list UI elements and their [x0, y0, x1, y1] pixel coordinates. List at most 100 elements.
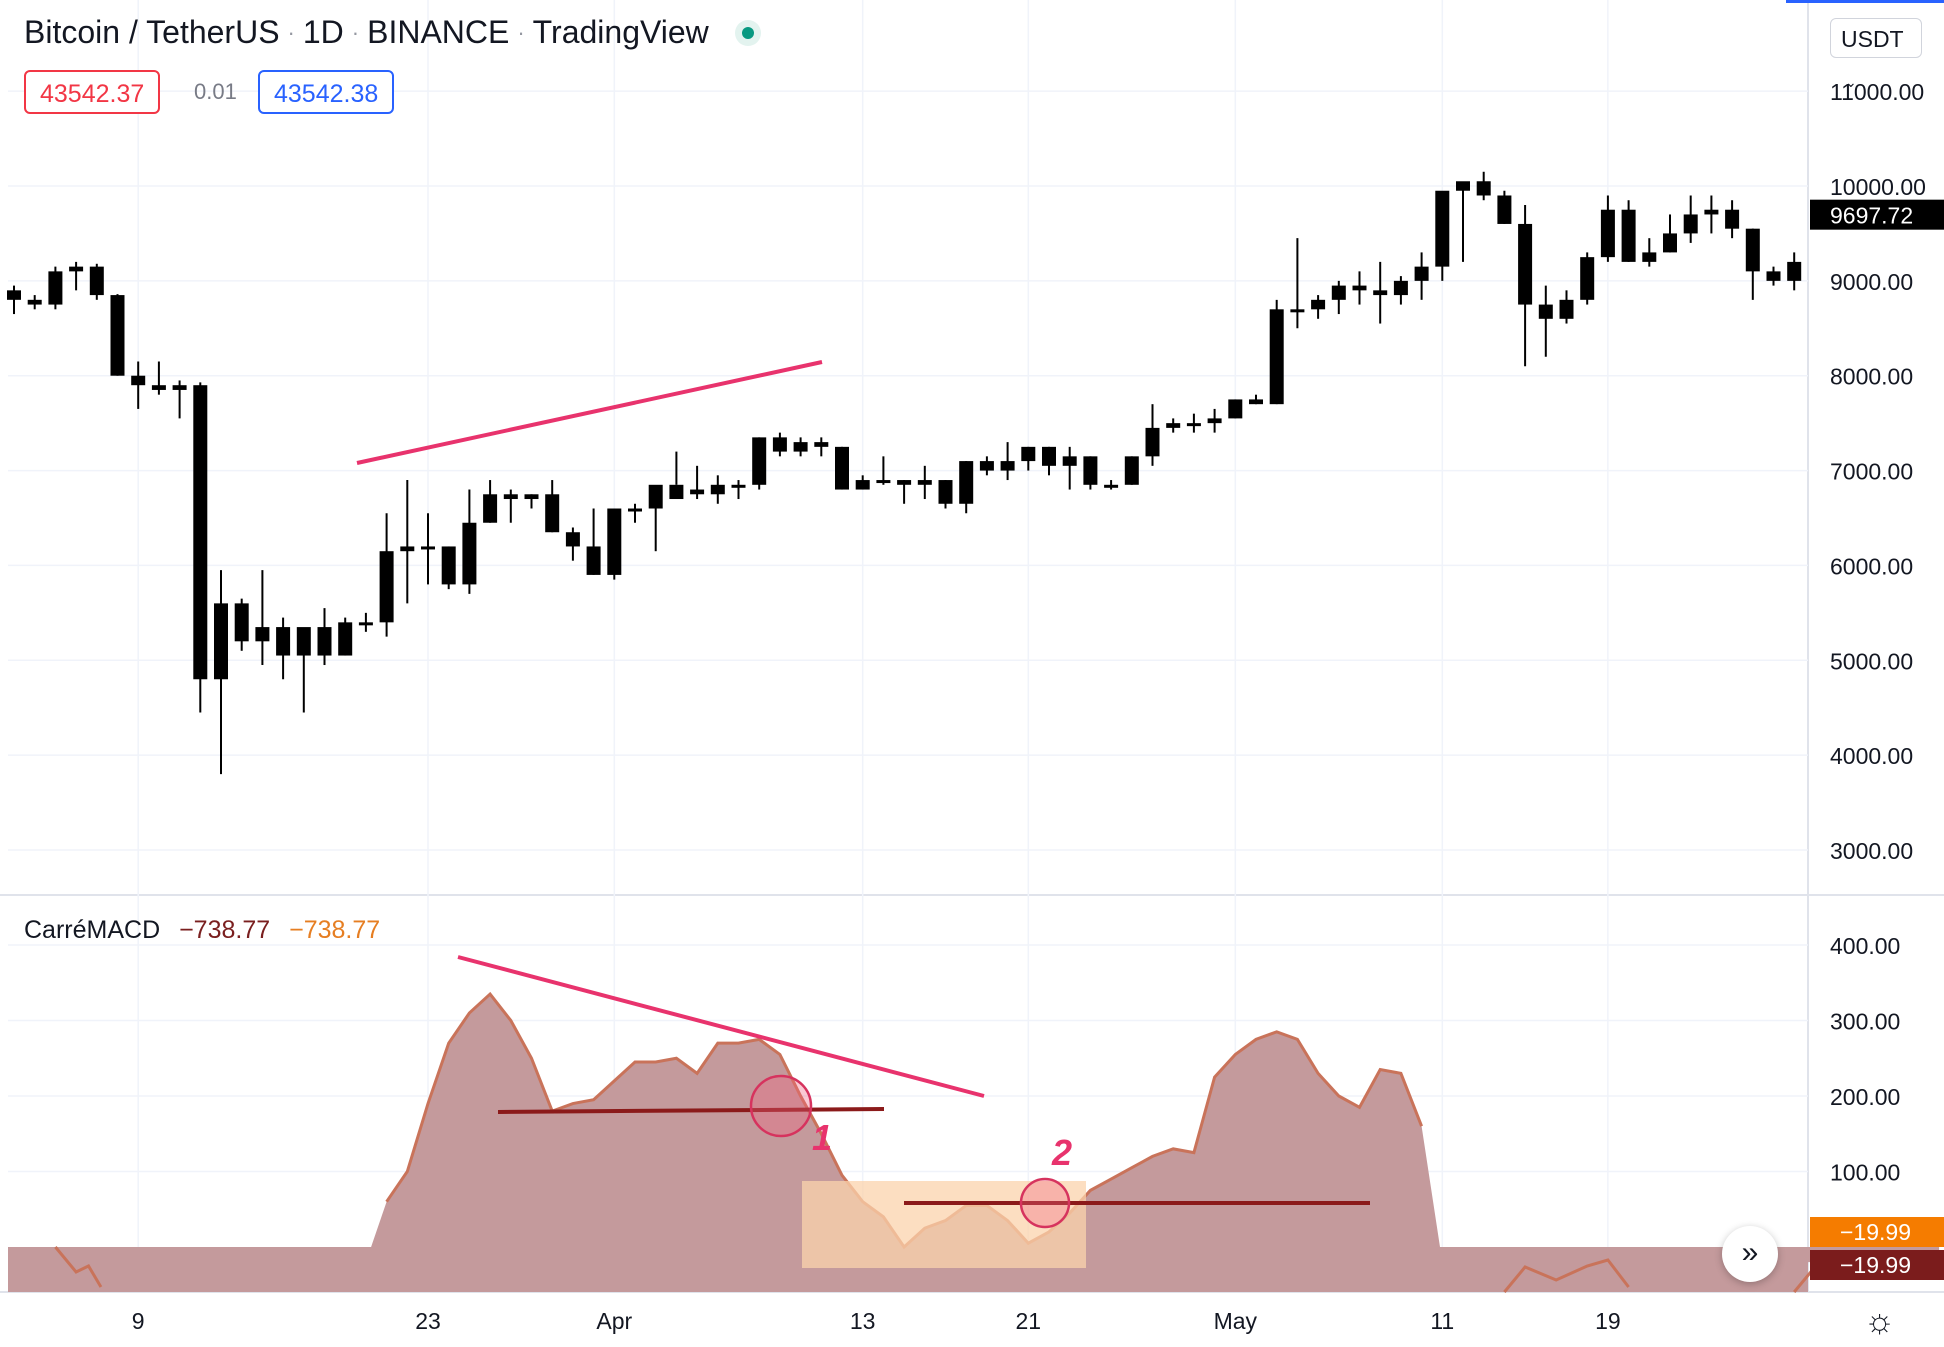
candle	[669, 451, 684, 500]
candle-body	[276, 627, 291, 656]
candle-body	[1373, 290, 1388, 296]
time-tick-label: 23	[415, 1308, 441, 1334]
candle	[255, 570, 270, 666]
candle	[855, 475, 870, 490]
gear-icon[interactable]: ☼	[1864, 1302, 1896, 1340]
candle	[1497, 190, 1512, 224]
candle	[1393, 276, 1408, 305]
sell-price-button[interactable]: 43542.37	[24, 70, 161, 114]
candle	[1476, 171, 1491, 201]
candle-body	[1621, 209, 1636, 262]
candle	[565, 527, 580, 561]
candle	[1145, 404, 1160, 466]
candle	[690, 465, 705, 500]
macd-tick-label: 400.00	[1830, 933, 1900, 959]
candle-body	[1559, 299, 1574, 319]
macd-tick-label: 200.00	[1830, 1084, 1900, 1110]
candle-body	[234, 603, 249, 642]
macd-tick-label: 300.00	[1830, 1009, 1900, 1035]
candle	[586, 508, 601, 575]
candle-body	[1228, 399, 1243, 419]
candle	[731, 480, 746, 500]
candle	[234, 598, 249, 651]
candle-body	[441, 546, 456, 585]
candle-body	[1083, 456, 1098, 485]
candle	[607, 508, 622, 580]
currency-selector[interactable]: USDT ⌄	[1830, 18, 1922, 90]
candle	[897, 480, 912, 504]
candle	[814, 437, 829, 457]
candle-body	[7, 290, 21, 300]
candle	[628, 503, 642, 523]
scroll-to-realtime-button[interactable]: »	[1722, 1226, 1778, 1282]
candle	[7, 285, 21, 315]
candle-body	[1725, 209, 1740, 229]
symbol-name: Bitcoin / TetherUS	[24, 14, 280, 50]
chart-grid	[0, 0, 1944, 1293]
price-pane[interactable]	[7, 171, 1802, 775]
candle-body	[1393, 280, 1408, 296]
candle-body	[1538, 304, 1553, 319]
candle-body	[1497, 195, 1512, 224]
candle-body	[897, 480, 912, 485]
candle	[110, 294, 125, 376]
time-tick-label: 21	[1016, 1308, 1042, 1334]
price-tick-label: 3000.00	[1830, 838, 1913, 864]
candle	[1663, 214, 1677, 253]
macd-area	[14, 994, 1940, 1263]
candle	[1042, 446, 1056, 476]
highlight-box	[802, 1181, 1086, 1268]
separator-dot: ·	[517, 19, 525, 45]
crossover-circle-2	[1019, 1177, 1071, 1229]
candle	[503, 489, 518, 523]
candle-body	[151, 385, 166, 390]
candle-body	[1600, 209, 1615, 258]
buy-price-button[interactable]: 43542.38	[258, 70, 395, 114]
candle-body	[565, 532, 580, 547]
candle-body	[1124, 456, 1139, 485]
candle	[917, 465, 932, 500]
candle	[48, 266, 63, 310]
candle	[1414, 252, 1429, 300]
candle-body	[483, 494, 498, 523]
candle-body	[193, 385, 208, 680]
candle	[835, 446, 849, 490]
spread-value: 0.01	[194, 79, 237, 104]
candle-body	[959, 461, 974, 504]
indicator-name: CarréMACD	[24, 916, 161, 944]
indicator-legend[interactable]: CarréMACD −738.77 −738.77	[24, 916, 380, 945]
price-axes: 3000.00 4000.00 5000.00 6000.00 7000.00 8000.…	[132, 79, 1944, 1334]
macd-signal-tag	[1810, 1217, 1944, 1247]
candle-body	[586, 546, 601, 575]
macd-signal-label: −19.99	[1840, 1219, 1911, 1245]
candle	[1642, 238, 1657, 267]
candle	[1207, 408, 1222, 433]
candle-body	[1021, 446, 1036, 462]
candle-body	[1269, 309, 1284, 405]
symbol-title[interactable]: Bitcoin / TetherUS · 1D · BINANCE · Trad…	[24, 14, 761, 51]
price-tick-label: 8000.00	[1830, 364, 1913, 390]
candle-body	[1042, 446, 1056, 466]
candle-body	[421, 546, 435, 550]
candle	[979, 456, 994, 476]
candle	[1704, 195, 1719, 234]
macd-tick-label: 100.00	[1830, 1160, 1900, 1186]
candle-body	[1580, 257, 1595, 300]
candle	[379, 513, 394, 637]
candle	[1331, 280, 1346, 315]
last-price-label: 9697.72	[1830, 203, 1913, 229]
candle	[358, 612, 373, 632]
candle-body	[89, 266, 104, 296]
last-price-tag	[1810, 199, 1944, 230]
candle	[752, 437, 767, 490]
candle-body	[296, 627, 311, 656]
price-tick-label: 11000.00	[1830, 79, 1924, 105]
candle	[1166, 418, 1181, 433]
candle-body	[1642, 252, 1657, 262]
candle-body	[1311, 299, 1326, 310]
candle	[959, 461, 974, 514]
candle-body	[27, 299, 42, 305]
candle	[193, 382, 208, 713]
